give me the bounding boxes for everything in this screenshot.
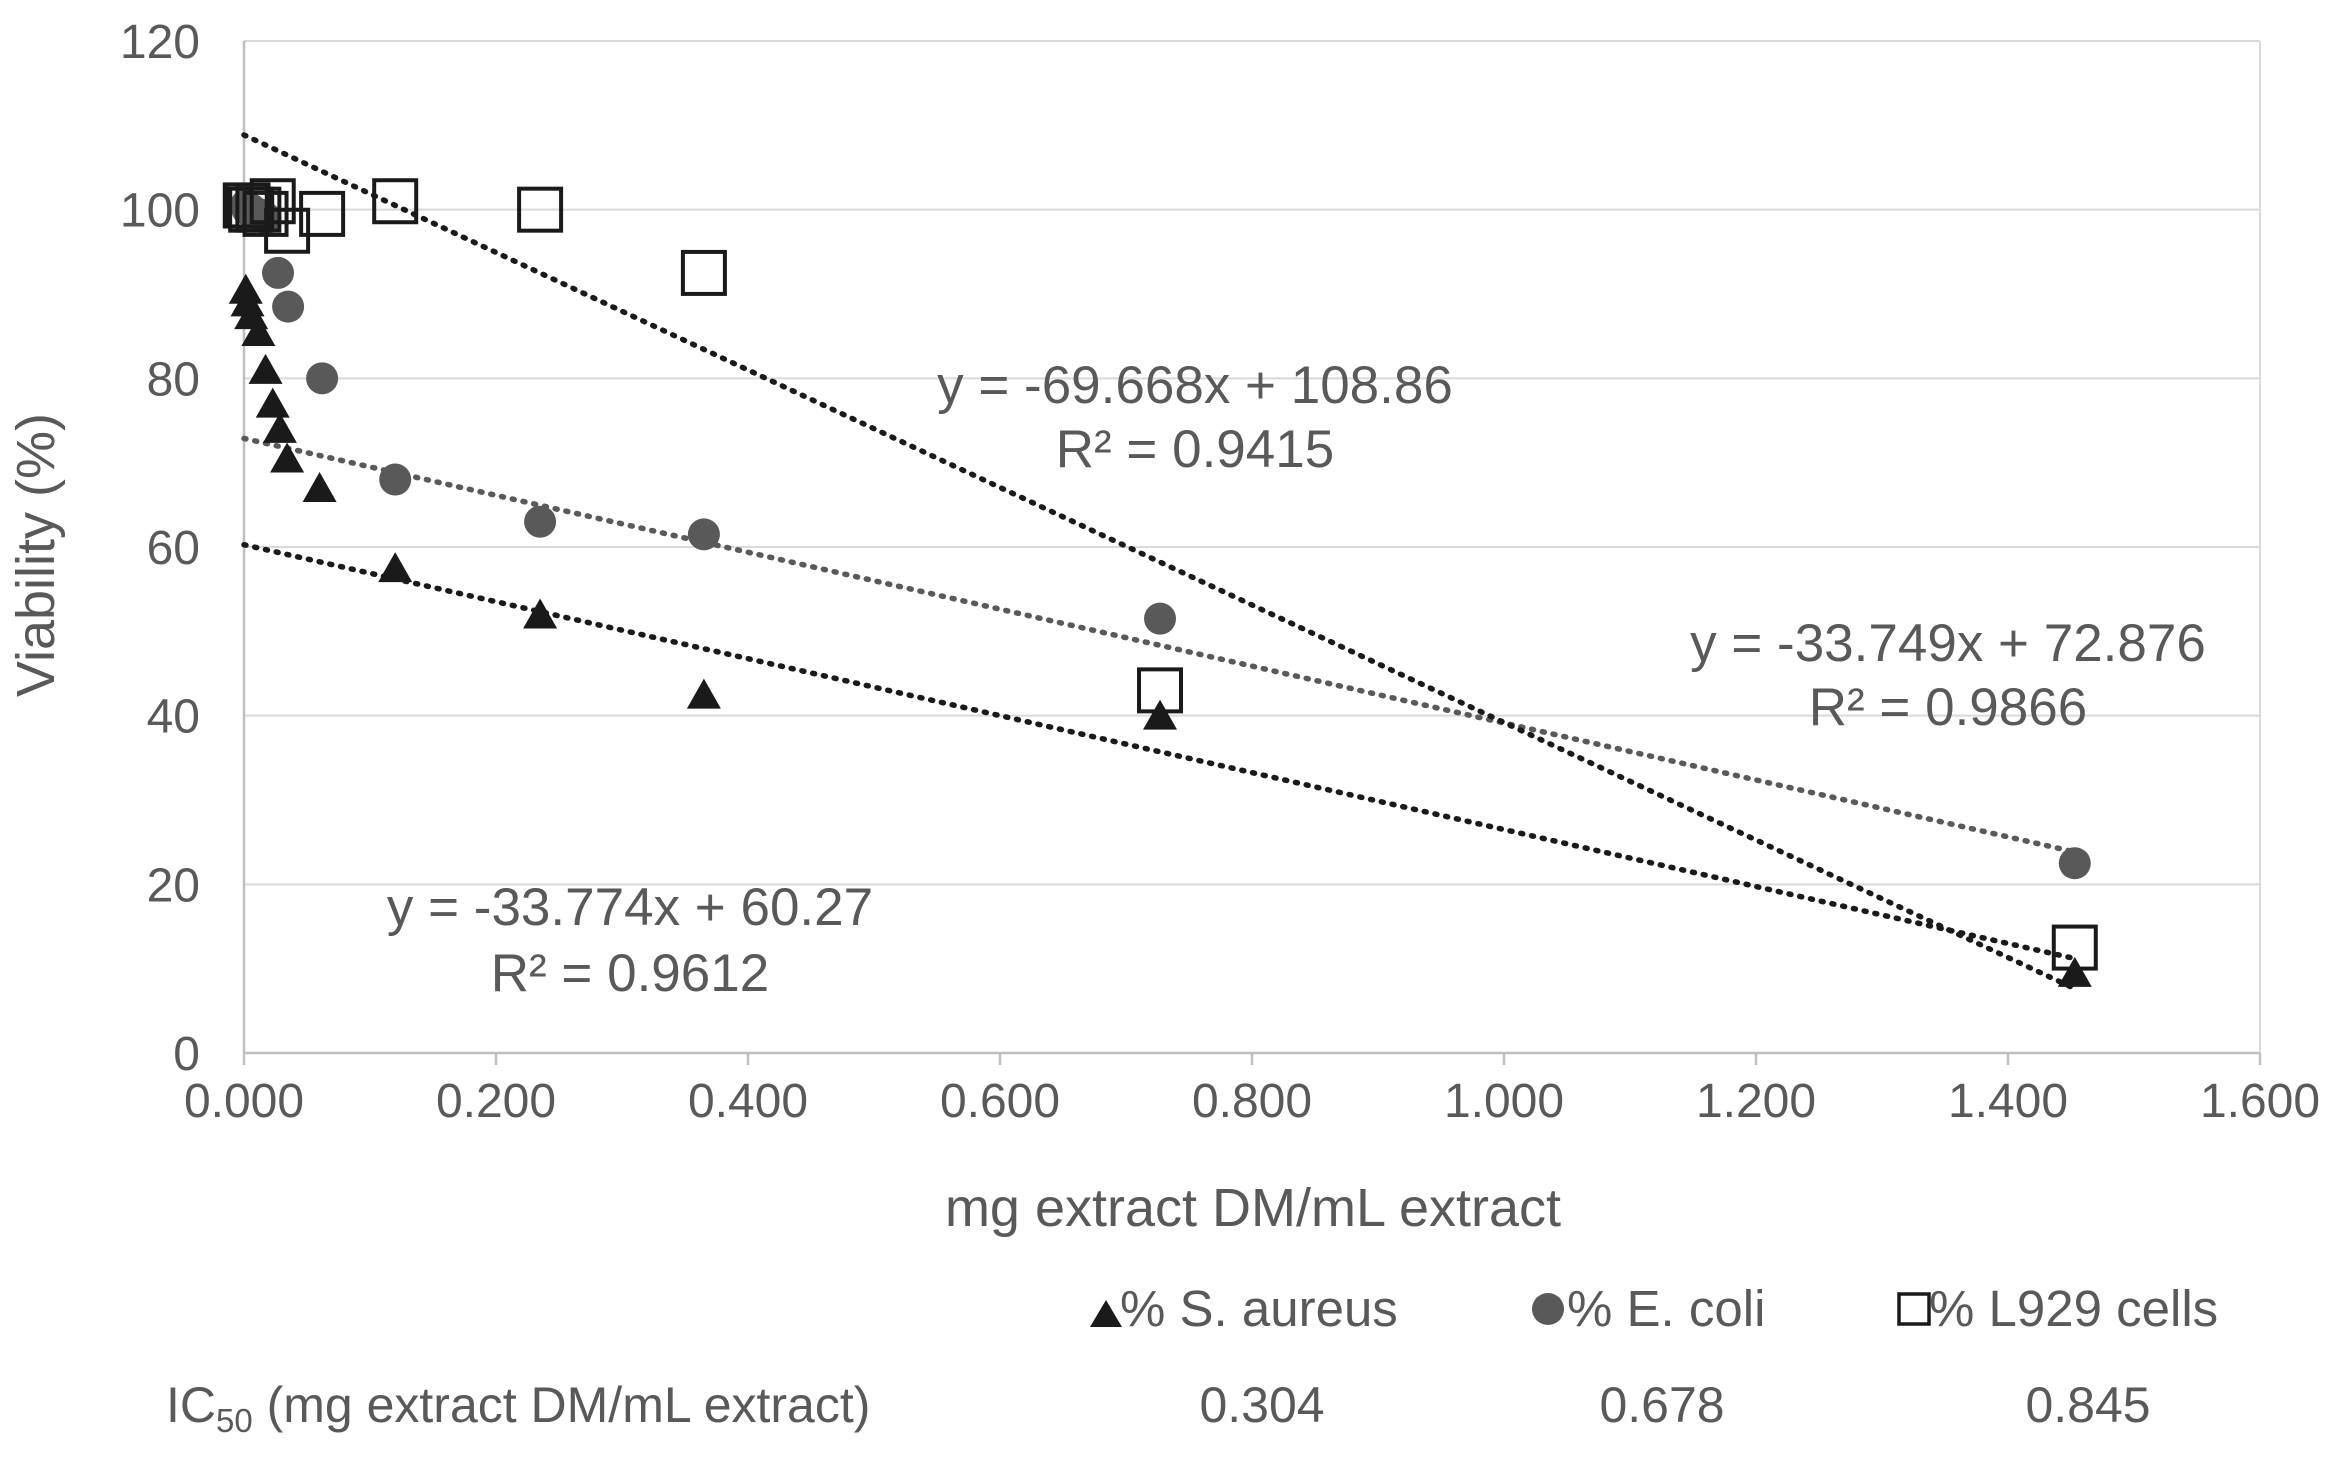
- y-tick-label-100: 100: [120, 185, 200, 238]
- series-ecoli: [229, 189, 2091, 880]
- trendlines: [241, 132, 2078, 992]
- trendline-ecoli: [241, 435, 2078, 855]
- point-saureus-5: [255, 387, 290, 418]
- ic50-value-saureus: 0.304: [1199, 1377, 1324, 1433]
- x-ticks: 0.000 0.200 0.400 0.600 0.800 1.000 1.200 1.400…: [184, 1075, 2320, 1128]
- legend-label-saureus: % S. aureus: [1120, 1280, 1398, 1337]
- legend-item-saureus: % S. aureus: [1090, 1280, 1398, 1337]
- point-saureus-7: [270, 442, 305, 473]
- ic50-label-subscript: 50: [216, 1402, 253, 1439]
- point-l929-5: [249, 178, 296, 225]
- point-ecoli-5: [262, 256, 295, 289]
- y-tick-label-0: 0: [173, 1028, 200, 1081]
- y-tick-label-20: 20: [147, 859, 200, 912]
- trendline-saureus: [241, 541, 2078, 962]
- x-tick-label-0.200: 0.200: [436, 1075, 556, 1128]
- equation-saureus: y = -33.774x + 60.27: [387, 878, 873, 937]
- series-l929: [222, 178, 2098, 971]
- r2-ecoli: R² = 0.9866: [1809, 678, 2087, 737]
- point-ecoli-9: [524, 505, 557, 538]
- point-ecoli-6: [272, 290, 305, 323]
- x-axis-title: mg extract DM/mL extract: [945, 1178, 1561, 1238]
- x-tick-label-0.400: 0.400: [688, 1075, 808, 1128]
- point-ecoli-12: [2058, 847, 2091, 880]
- point-saureus-4: [248, 353, 283, 384]
- equation-ecoli: y = -33.749x + 72.876: [1690, 614, 2206, 673]
- x-tick-label-0.600: 0.600: [940, 1075, 1060, 1128]
- legend-item-ecoli: % E. coli: [1532, 1280, 1765, 1337]
- ic50-label-main: IC: [166, 1377, 216, 1433]
- point-saureus-0: [228, 273, 263, 304]
- point-saureus-6: [262, 412, 297, 443]
- series-saureus: [228, 273, 2092, 987]
- point-l929-11: [1137, 667, 1184, 714]
- r2-saureus: R² = 0.9612: [491, 944, 769, 1003]
- point-ecoli-7: [306, 362, 339, 395]
- x-tick-label-0.000: 0.000: [184, 1075, 304, 1128]
- point-l929-9: [517, 186, 564, 233]
- equation-l929: y = -69.668x + 108.86: [937, 356, 1453, 415]
- point-l929-8: [372, 178, 419, 225]
- legend-square-icon: [1897, 1292, 1931, 1326]
- point-l929-7: [299, 190, 346, 237]
- y-tick-label-80: 80: [147, 353, 200, 406]
- x-tick-label-1.200: 1.200: [1696, 1075, 1816, 1128]
- legend-triangle-icon: [1090, 1300, 1122, 1327]
- point-ecoli-10: [687, 518, 720, 551]
- point-saureus-3: [241, 315, 276, 346]
- ic50-label: IC50 (mg extract DM/mL extract): [166, 1377, 870, 1439]
- point-l929-1: [224, 182, 271, 229]
- point-l929-6: [264, 207, 311, 254]
- ic50-row: IC50 (mg extract DM/mL extract) 0.304 0.…: [166, 1377, 2151, 1439]
- trendline-l929: [241, 132, 2078, 992]
- point-saureus-10: [523, 598, 558, 629]
- ic50-value-ecoli: 0.678: [1599, 1377, 1724, 1433]
- point-ecoli-11: [1144, 602, 1177, 635]
- legend-circle-icon: [1532, 1293, 1564, 1325]
- x-tick-label-1.000: 1.000: [1444, 1075, 1564, 1128]
- point-l929-12: [2051, 924, 2098, 971]
- point-saureus-13: [2057, 956, 2092, 987]
- x-tick-label-1.400: 1.400: [1948, 1075, 2068, 1128]
- r2-l929: R² = 0.9415: [1056, 420, 1334, 479]
- legend: % S. aureus % E. coli % L929 cells: [1090, 1280, 2218, 1337]
- point-saureus-9: [378, 552, 413, 583]
- y-axis-title: Viability (%): [6, 413, 66, 697]
- y-tick-label-60: 60: [147, 522, 200, 575]
- grid: [244, 40, 2260, 886]
- data-points: [222, 178, 2098, 987]
- point-saureus-12: [1143, 699, 1178, 730]
- y-tick-label-120: 120: [120, 16, 200, 69]
- point-ecoli-8: [379, 463, 412, 496]
- y-tick-label-40: 40: [147, 691, 200, 744]
- point-saureus-11: [686, 678, 721, 709]
- ic50-value-l929: 0.845: [2025, 1377, 2150, 1433]
- y-ticks: 0 20 40 60 80 100 120: [120, 16, 200, 1081]
- point-saureus-8: [302, 471, 337, 502]
- legend-item-l929: % L929 cells: [1897, 1280, 2218, 1337]
- legend-label-l929: % L929 cells: [1929, 1280, 2218, 1337]
- ic50-label-rest: (mg extract DM/mL extract): [253, 1377, 871, 1433]
- axes: [242, 41, 2262, 1065]
- legend-label-ecoli: % E. coli: [1567, 1280, 1765, 1337]
- x-tick-label-1.600: 1.600: [2200, 1075, 2320, 1128]
- point-l929-10: [680, 249, 727, 296]
- x-tick-label-0.800: 0.800: [1192, 1075, 1312, 1128]
